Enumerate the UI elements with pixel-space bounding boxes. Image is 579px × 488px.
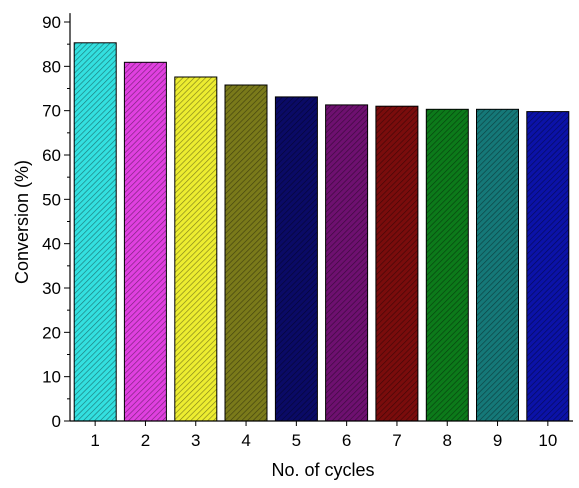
y-axis-title: Conversion (%) (12, 160, 32, 284)
x-tick-label: 10 (538, 431, 557, 450)
bar-cycle-2 (123, 61, 167, 422)
x-tick-label: 7 (392, 431, 401, 450)
bar-cycle-10 (526, 111, 570, 422)
x-tick-label: 3 (191, 431, 200, 450)
x-tick-label: 9 (493, 431, 502, 450)
bar-cycle-9 (476, 108, 519, 422)
bar-cycle-8 (425, 108, 469, 422)
x-tick-label: 2 (141, 431, 150, 450)
bar-cycle-1 (73, 42, 117, 422)
y-tick-label: 10 (42, 368, 61, 387)
x-tick-label: 4 (241, 431, 250, 450)
bar-cycle-6 (325, 104, 369, 422)
y-tick-label: 90 (42, 13, 61, 32)
y-tick-label: 30 (42, 279, 61, 298)
y-tick-label: 60 (42, 146, 61, 165)
tick-labels-group: 0 10 20 30 40 50 60 70 80 90 1 2 3 4 5 6 7 8 9 10 (42, 13, 557, 450)
x-tick-label: 6 (342, 431, 351, 450)
x-tick-label: 1 (90, 431, 99, 450)
y-tick-label: 80 (42, 57, 61, 76)
bar-cycle-5 (274, 96, 318, 422)
y-tick-label: 20 (42, 323, 61, 342)
ticks-group (64, 21, 549, 426)
bar-cycle-4 (224, 84, 268, 422)
x-tick-label: 5 (292, 431, 301, 450)
y-tick-label: 70 (42, 102, 61, 121)
bar-cycle-3 (174, 76, 218, 422)
x-tick-label: 8 (443, 431, 452, 450)
y-tick-label: 0 (52, 412, 61, 431)
bars-group (73, 42, 570, 422)
x-axis-title: No. of cycles (271, 460, 374, 480)
y-tick-label: 40 (42, 235, 61, 254)
bar-cycle-7 (375, 105, 419, 422)
axes-group (69, 13, 573, 422)
y-tick-label: 50 (42, 190, 61, 209)
